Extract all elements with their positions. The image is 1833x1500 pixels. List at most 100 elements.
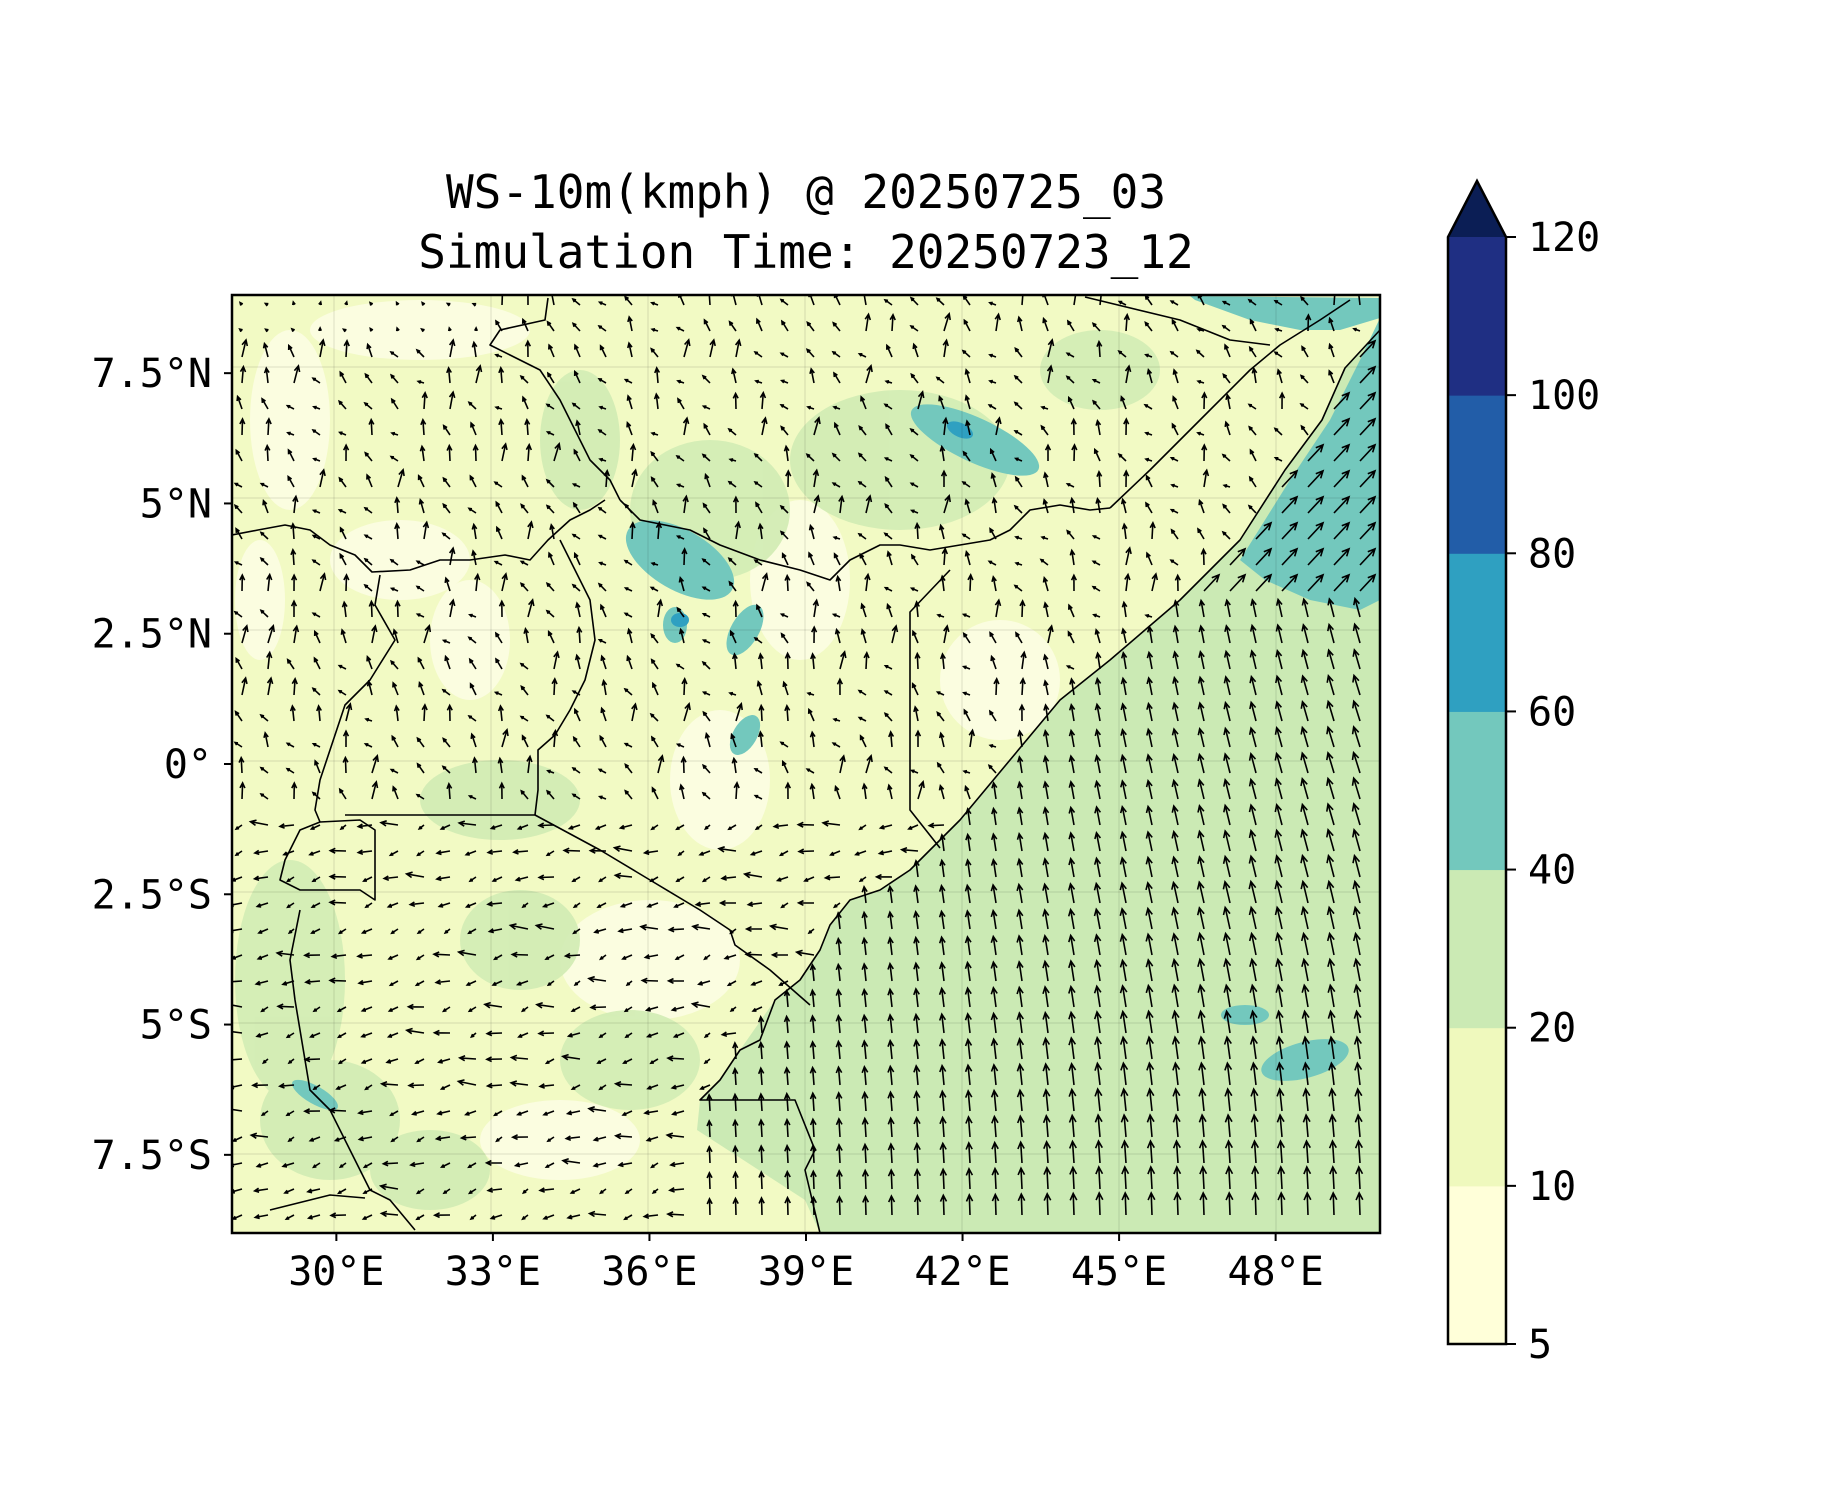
title-line-2: Simulation Time: 20250723_12 — [418, 225, 1193, 279]
wind-arrow — [783, 1091, 791, 1112]
wind-arrow — [561, 1157, 581, 1165]
wind-arrow — [834, 784, 841, 800]
wind-arrow — [1359, 339, 1377, 358]
wind-arrow — [1328, 316, 1335, 332]
wind-arrow — [1353, 1035, 1362, 1060]
wind-arrow — [887, 961, 894, 982]
wind-arrow — [469, 682, 477, 696]
wind-arrow — [1326, 776, 1335, 800]
wind-arrow — [368, 301, 374, 306]
wind-arrow — [886, 343, 893, 358]
wind-arrow — [1327, 622, 1335, 644]
wind-arrow — [1119, 907, 1128, 930]
wind-arrow — [783, 1117, 791, 1138]
wind-arrow — [1326, 725, 1335, 748]
wind-arrow — [1197, 957, 1206, 982]
wind-arrow — [1248, 931, 1257, 956]
wind-arrow — [232, 1108, 243, 1112]
wind-arrow — [728, 691, 737, 696]
wind-arrow — [1145, 804, 1153, 826]
wind-arrow — [835, 1169, 843, 1190]
wind-arrow — [363, 583, 373, 592]
wind-arrow — [343, 338, 350, 358]
wind-arrow — [669, 1161, 685, 1168]
wind-arrow — [703, 1032, 711, 1039]
wind-arrow — [987, 560, 997, 566]
wind-arrow — [913, 909, 920, 930]
wind-arrow — [1326, 879, 1335, 904]
wind-arrow — [493, 954, 503, 961]
wind-arrow — [1147, 1165, 1156, 1190]
wind-arrow — [442, 737, 451, 748]
wind-arrow — [1068, 984, 1076, 1008]
wind-arrow — [1017, 1140, 1025, 1164]
wind-arrow — [252, 1187, 269, 1194]
wind-arrow — [727, 557, 737, 566]
wind-arrow — [1067, 882, 1076, 904]
wind-arrow — [758, 1144, 765, 1164]
wind-arrow — [1043, 471, 1049, 488]
wind-arrow — [259, 531, 269, 540]
wind-arrow — [319, 572, 327, 592]
wind-arrow — [784, 573, 791, 592]
wind-arrow — [393, 704, 400, 722]
wind-arrow — [1351, 750, 1361, 774]
wind-arrow — [360, 1032, 373, 1038]
wind-arrow — [259, 482, 269, 488]
wind-arrow — [1171, 855, 1179, 878]
wind-arrow — [964, 909, 972, 930]
wind-arrow — [1353, 1009, 1362, 1034]
wind-arrow — [1043, 1139, 1051, 1164]
rwanda-burundi-border — [279, 819, 376, 901]
y-axis: 7.5°N5°N2.5°N0°2.5°S5°S7.5°S — [92, 351, 232, 1179]
wind-arrow — [857, 480, 867, 488]
wind-arrow — [677, 397, 685, 410]
wind-arrow — [263, 366, 270, 384]
wind-arrow — [362, 876, 373, 882]
wind-arrow — [643, 1109, 659, 1116]
wind-arrow — [420, 417, 427, 436]
wind-arrow — [571, 533, 581, 540]
wind-arrow — [598, 405, 607, 410]
wind-arrow — [913, 1193, 922, 1216]
wind-arrow — [236, 394, 243, 410]
wind-arrow — [627, 315, 633, 332]
wind-arrow — [886, 602, 893, 618]
wind-arrow — [1275, 1035, 1284, 1060]
wind-arrow — [600, 706, 607, 722]
wind-arrow — [734, 520, 741, 540]
wind-arrow — [1013, 457, 1023, 462]
wind-arrow — [831, 452, 841, 462]
wind-arrow — [753, 480, 763, 488]
wind-arrow — [1197, 727, 1205, 748]
wind-arrow — [1201, 443, 1208, 462]
wind-arrow — [1326, 802, 1335, 826]
wind-arrow — [994, 312, 1001, 332]
wind-arrow — [1094, 1087, 1103, 1112]
wind-arrow — [1093, 447, 1101, 462]
wind-arrow — [884, 475, 893, 488]
wind-arrow — [306, 1188, 321, 1194]
wind-arrow — [266, 572, 273, 592]
wind-arrow — [441, 765, 451, 774]
wind-arrow — [618, 824, 633, 830]
wind-arrow — [990, 857, 998, 878]
wind-arrow — [470, 732, 477, 748]
wind-arrow — [338, 1162, 347, 1169]
wind-arrow — [899, 846, 919, 854]
wind-arrow — [1353, 983, 1362, 1008]
wind-arrow — [1066, 529, 1075, 540]
wind-arrow — [861, 936, 868, 956]
wind-arrow — [857, 689, 867, 696]
wind-arrow — [1274, 726, 1283, 748]
wind-arrow — [1276, 1061, 1285, 1086]
wind-arrow — [650, 476, 659, 488]
wind-arrow — [626, 627, 633, 644]
wind-arrow — [941, 546, 949, 566]
wind-arrow — [682, 416, 690, 436]
wind-arrow — [1068, 1139, 1077, 1164]
wind-arrow — [1173, 1165, 1182, 1190]
wind-arrow — [318, 338, 326, 358]
x-tick-label: 36°E — [601, 1249, 697, 1295]
wind-arrow — [1251, 366, 1258, 384]
